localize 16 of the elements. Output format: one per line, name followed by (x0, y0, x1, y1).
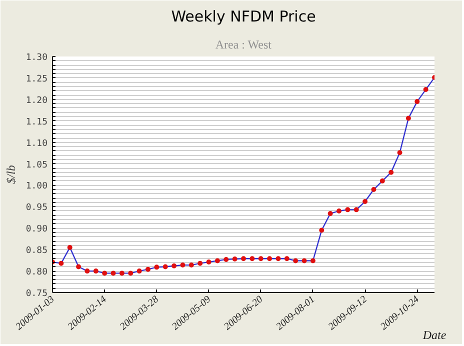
y-tick-label: 0.90 (26, 224, 48, 235)
chart-subtitle: Area : West (215, 38, 272, 52)
y-tick-label: 1.20 (26, 96, 48, 106)
y-tick-label: 0.80 (26, 268, 48, 278)
y-tick-label: 1.15 (26, 117, 48, 128)
chart-title: Weekly NFDM Price (171, 8, 316, 26)
y-tick-label: 0.95 (26, 203, 48, 214)
y-tick-label: 1.25 (26, 74, 48, 84)
y-axis-title: $/lb (4, 165, 18, 184)
y-tick-label: 0.75 (26, 289, 48, 299)
y-tick-label: 0.85 (26, 246, 48, 256)
y-tick-label: 1.00 (26, 182, 48, 192)
y-tick-label: 1.30 (26, 53, 48, 63)
y-tick-label: 1.05 (26, 160, 48, 170)
x-axis-title: Date (422, 328, 447, 342)
y-tick-label: 1.10 (26, 138, 48, 149)
